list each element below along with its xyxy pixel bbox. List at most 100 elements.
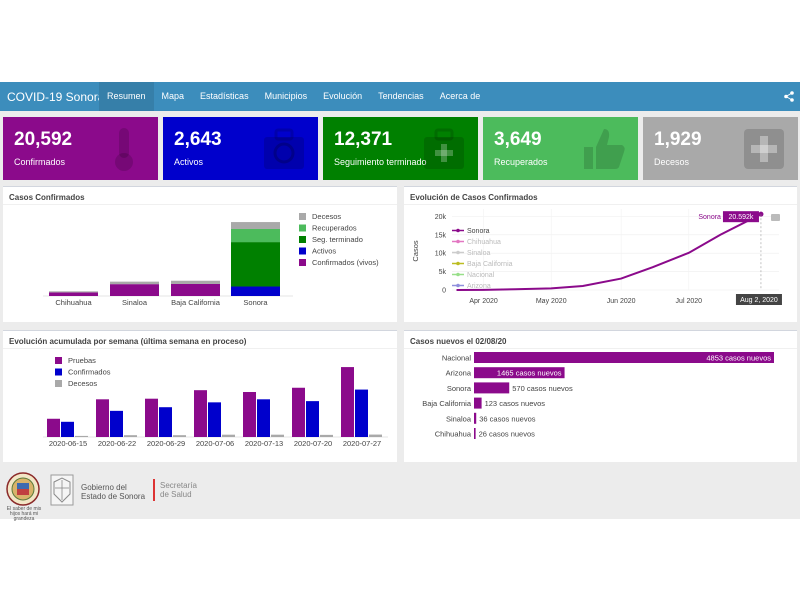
legend-swatch — [299, 247, 306, 255]
y-tick-label: Nacional — [442, 354, 472, 363]
hover-date-box — [735, 294, 782, 305]
data-label: 1465 casos nuevos — [497, 369, 562, 378]
bar — [194, 390, 207, 437]
bar — [474, 367, 565, 379]
legend-swatch — [299, 224, 306, 232]
x-tick-label: Jul 2020 — [676, 298, 703, 305]
x-tick-label: Apr 2020 — [469, 298, 498, 305]
panel-evolucion-semana: Evolución acumulada por semana (última s… — [3, 330, 397, 466]
bar — [110, 410, 123, 437]
data-label: 4853 casos nuevos — [706, 354, 771, 363]
panel-title: Evolución acumulada por semana (última s… — [9, 337, 247, 346]
legend-swatch — [299, 213, 306, 220]
kpi-value: 20,592 — [14, 129, 73, 150]
bar — [369, 434, 382, 437]
legend-label: Sinaloa — [467, 250, 490, 257]
share-icon[interactable] — [784, 91, 794, 102]
bar-segment — [171, 283, 220, 296]
divider — [153, 479, 155, 501]
bar — [474, 382, 510, 394]
x-tick-label: 2020-06-15 — [49, 439, 87, 448]
legend-marker — [456, 261, 460, 266]
y-tick-label: 0 — [442, 288, 446, 295]
bar-segment — [171, 280, 220, 284]
bar — [474, 352, 774, 363]
bar — [75, 435, 88, 437]
secretaria-line1: Secretaría — [160, 481, 197, 490]
bar-segment — [49, 292, 98, 296]
bar — [124, 435, 137, 437]
bar — [271, 434, 284, 437]
panel-casos-nuevos: Casos nuevos el 02/08/20 Nacional 4853 ca… — [404, 330, 797, 466]
x-tick-label: Jun 2020 — [607, 298, 636, 305]
y-tick-label: 10k — [435, 251, 447, 258]
y-tick-label: 20k — [435, 214, 447, 221]
casos-confirmados-chart: Chihuahua Sinaloa Baja California Sonora Dec… — [43, 212, 379, 307]
bar-segment — [49, 291, 98, 293]
seal-motto: El saber de mis hijos hará mi grandeza — [6, 506, 42, 522]
y-tick-label: Sinaloa — [446, 414, 472, 423]
y-axis-title: Casos — [411, 240, 420, 262]
kpi-value: 2,643 — [174, 129, 222, 150]
hover-date: Aug 2, 2020 — [740, 297, 778, 304]
y-tick-label: Chihuahua — [435, 430, 472, 439]
bar — [222, 434, 235, 437]
tab-acerca-de[interactable]: Acerca de — [439, 91, 481, 101]
tab-resumen[interactable]: Resumen — [99, 82, 154, 111]
legend-marker — [456, 272, 460, 277]
legend-marker — [456, 250, 460, 255]
series-line-sonora — [456, 213, 762, 291]
tab-municipios[interactable]: Municipios — [264, 91, 308, 101]
medical-case-icon — [424, 128, 464, 169]
nav-tabs: Resumen Mapa Estadísticas Municipios Evo… — [99, 82, 488, 111]
first-aid-kit-icon — [264, 128, 304, 169]
app-title[interactable]: COVID-19 Sonora — [7, 90, 105, 104]
y-tick-label: Sonora — [447, 384, 472, 393]
y-tick-label: Baja California — [422, 399, 472, 408]
legend-label: Confirmados — [68, 368, 111, 377]
hover-series-name: Sonora — [698, 214, 721, 221]
legend-label: Decesos — [68, 379, 97, 388]
bar-segment — [231, 242, 280, 287]
bar — [173, 435, 186, 437]
bar — [243, 392, 256, 437]
kpi-confirmados: 20,592 Confirmados — [3, 117, 158, 180]
legend-swatch — [299, 236, 306, 243]
gobierno-emblem-logo — [50, 474, 74, 506]
data-label: 26 casos nuevos — [479, 430, 536, 439]
data-label: 123 casos nuevos — [485, 399, 546, 408]
thermometer-icon — [115, 128, 133, 171]
tab-tendencias[interactable]: Tendencias — [378, 91, 424, 101]
kpi-activos: 2,643 Activos — [163, 117, 318, 180]
legend-marker — [456, 239, 460, 244]
tab-estadisticas[interactable]: Estadísticas — [200, 91, 249, 101]
legend-label: Confirmados (vivos) — [312, 258, 379, 267]
kpi-recuperados: 3,649 Recuperados — [483, 117, 638, 180]
tab-mapa[interactable]: Mapa — [161, 91, 185, 101]
hover-value: 20.592k — [728, 214, 753, 221]
legend-swatch — [55, 380, 62, 387]
bar — [61, 421, 74, 437]
legend-marker — [456, 283, 460, 288]
evolucion-semana-chart: 2020-06-15 2020-06-22 2020-06-29 2020-07-06… — [43, 356, 388, 448]
x-tick-label: 2020-07-13 — [245, 439, 283, 448]
x-tick-label: Chihuahua — [55, 298, 92, 307]
bar — [320, 434, 333, 437]
gobierno-line1: Gobierno del — [81, 483, 127, 492]
tab-evolucion[interactable]: Evolución — [323, 91, 363, 101]
kpi-seguimiento-terminado: 12,371 Seguimiento terminado — [323, 117, 478, 180]
bar — [47, 418, 60, 437]
secretaria-line2: de Salud — [160, 490, 192, 499]
bar — [96, 399, 109, 437]
kpi-value: 3,649 — [494, 129, 542, 150]
bar — [474, 397, 482, 409]
x-tick-label: Sonora — [243, 298, 268, 307]
bar — [474, 428, 476, 439]
y-tick-label: 5k — [439, 269, 447, 276]
legend-label: Sonora — [467, 228, 490, 235]
x-tick-label: May 2020 — [536, 298, 567, 305]
panel-title: Casos Confirmados — [9, 193, 85, 202]
gobierno-line2: Estado de Sonora — [81, 492, 146, 501]
kpi-label: Seguimiento terminado — [334, 157, 427, 167]
bar-segment — [231, 286, 280, 296]
